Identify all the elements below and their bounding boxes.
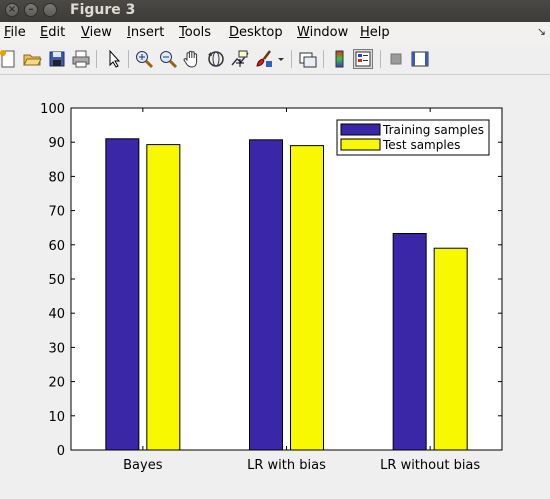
hide-plot-tools-icon[interactable]	[386, 49, 406, 69]
x-tick-label: Bayes	[123, 458, 163, 473]
minimize-window-button[interactable]: –	[24, 3, 38, 17]
y-tick-label: 20	[48, 376, 65, 391]
bar-lr-without-bias-test-samples	[433, 247, 468, 451]
toolbar-separator	[323, 50, 324, 68]
axes-background	[71, 108, 502, 450]
brush-icon[interactable]	[254, 49, 274, 69]
link-plot-icon[interactable]	[298, 49, 318, 69]
y-tick-label: 30	[48, 341, 65, 356]
y-tick-label: 10	[48, 410, 65, 425]
y-tick-label: 50	[48, 273, 65, 288]
bar-bayes-training-samples	[105, 138, 140, 451]
menu-file[interactable]: File	[4, 25, 26, 40]
close-window-button[interactable]: ×	[5, 3, 19, 17]
bars-layer	[105, 138, 468, 451]
y-tick-label: 80	[48, 170, 65, 185]
y-tick-label: 100	[40, 102, 65, 117]
legend-label: Test samples	[382, 138, 460, 152]
colorbar-icon[interactable]	[330, 49, 350, 69]
toolbar-separator	[96, 50, 97, 68]
x-tick-label: LR with bias	[247, 458, 326, 473]
bar-chart: Bayes LR with bias LR without bias 0 10 20 30 4…	[40, 102, 503, 473]
edit-plot-arrow-icon[interactable]	[104, 49, 124, 69]
bar-lr-without-bias-training-samples	[392, 233, 427, 451]
y-tick-label: 70	[48, 205, 65, 220]
menu-view[interactable]: View	[81, 25, 112, 40]
pan-hand-icon[interactable]	[182, 49, 202, 69]
print-icon[interactable]	[71, 49, 91, 69]
bar-lr-with-bias-training-samples	[249, 139, 283, 451]
legend-label: Training samples	[382, 123, 484, 137]
toolbar-separator	[291, 50, 292, 68]
menu-bar: File Edit View Insert Tools Desktop Wind…	[0, 22, 550, 45]
zoom-out-icon[interactable]	[158, 49, 178, 69]
menu-edit[interactable]: Edit	[40, 25, 66, 40]
bar-lr-with-bias-test-samples	[290, 145, 324, 451]
bar-bayes-test-samples	[146, 144, 181, 451]
dropdown-arrow-icon[interactable]	[275, 49, 287, 69]
x-tick-label: LR without bias	[380, 458, 480, 473]
legend-swatch	[340, 123, 381, 136]
maximize-window-button[interactable]	[43, 3, 57, 17]
zoom-in-icon[interactable]	[134, 49, 154, 69]
menu-help[interactable]: Help	[360, 25, 390, 40]
window-titlebar: × – Figure 3	[0, 0, 550, 22]
menu-tools[interactable]: Tools	[179, 25, 212, 40]
y-tick-label: 90	[48, 136, 65, 151]
y-tick-label: 40	[48, 307, 65, 322]
toolbar-separator	[380, 50, 381, 68]
new-figure-icon[interactable]	[0, 49, 18, 69]
menu-insert[interactable]: Insert	[127, 25, 165, 40]
menu-desktop[interactable]: Desktop	[229, 25, 283, 40]
toolbar-separator	[128, 50, 129, 68]
y-tick-label: 60	[48, 239, 65, 254]
y-tick-label: 0	[57, 444, 65, 459]
window-title: Figure 3	[70, 2, 136, 18]
save-icon[interactable]	[47, 49, 67, 69]
figure-toolbar	[0, 44, 550, 75]
figure-canvas[interactable]: Bayes LR with bias LR without bias 0 10 20 30 4…	[0, 75, 550, 495]
axes-layer: Bayes LR with bias LR without bias 0 10 20 30 4…	[40, 102, 503, 473]
axes-frame	[70, 107, 503, 451]
open-file-icon[interactable]	[22, 49, 42, 69]
menu-overflow-arrow-icon[interactable]: ↘	[536, 25, 546, 38]
legend-icon[interactable]	[353, 49, 373, 69]
show-plot-tools-icon[interactable]	[410, 49, 430, 69]
menu-window[interactable]: Window	[297, 25, 349, 40]
legend-swatch	[340, 138, 381, 151]
rotate-3d-icon[interactable]	[206, 49, 226, 69]
data-cursor-icon[interactable]	[230, 49, 250, 69]
